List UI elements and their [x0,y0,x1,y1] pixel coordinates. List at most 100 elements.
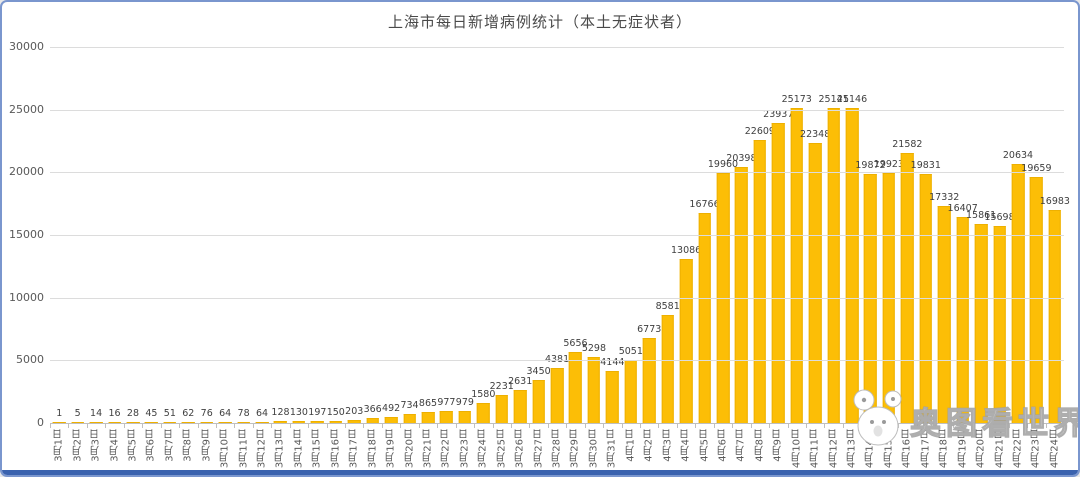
x-axis-label: 3月12日 [256,429,268,469]
x-axis-label: 3月10日 [219,429,231,469]
bottom-accent-bar [2,470,1078,475]
x-axis-label: 4月2日 [643,429,655,462]
x-axis-label: 4月10日 [791,429,803,469]
bar [808,142,822,423]
bar-series: 1 5 14 16 28 45 51 62 76 64 78 64 128 130 197 150 203 366… [50,47,1070,423]
x-axis-tick [474,424,476,428]
x-axis-cell: 4月2日 [640,424,658,474]
bar-value-label: 130 [289,407,308,419]
bar-cell: 2231 [489,47,514,423]
bar [1030,176,1043,423]
x-axis-label: 4月14日 [864,429,876,469]
bar-value-label: 5298 [581,342,606,354]
x-axis-tick [1008,424,1010,428]
bar [753,139,767,423]
x-axis-cell: 3月6日 [142,424,160,474]
bar-cell: 8581 [656,47,680,423]
bar-value-label: 3450 [526,365,551,377]
x-axis-label: 3月21日 [422,429,434,469]
x-axis-label: 4月4日 [680,429,692,462]
bar [974,224,988,423]
bar-cell: 25173 [782,47,812,423]
x-axis-tick [640,424,641,428]
bar-cell: 45 [142,47,160,423]
bar [477,403,490,423]
bar-value-label: 734 [400,399,419,411]
x-axis-tick [566,424,568,428]
bar-cell: 22348 [800,47,830,423]
bar-cell: 197 [308,47,326,423]
bar-value-label: 1 [56,408,63,420]
x-axis-label: 3月23日 [459,429,471,469]
x-axis-cell: 3月1日 [50,424,68,474]
bar-cell: 16766 [689,47,720,423]
bar [956,217,969,423]
bar [126,422,140,423]
x-axis-tick [363,424,365,428]
bar-value-label: 17332 [929,191,960,203]
bar-value-label: 4144 [600,357,625,369]
x-axis-tick [252,424,254,428]
bar-cell: 1580 [471,47,495,423]
x-axis-cell: 4月18日 [935,424,953,474]
x-axis-label: 4月9日 [772,429,784,462]
bar [292,421,306,423]
bar-value-label: 64 [255,408,269,420]
bar-cell: 16 [105,47,123,423]
bar [440,410,453,423]
bar-cell: 3450 [527,47,551,423]
x-axis-cell: 4月5日 [695,424,713,474]
bar-value-label: 16407 [947,203,978,215]
x-axis-label: 4月24日 [1049,429,1061,469]
x-axis-cell: 3月24日 [474,424,492,474]
x-axis-tick [898,424,900,428]
bar-value-label: 15698 [984,212,1015,224]
x-axis-cell: 3月15日 [308,424,326,474]
bar-cell: 19659 [1021,47,1052,423]
bar-value-label: 13086 [670,245,702,256]
x-axis-cell: 4月3日 [658,424,676,474]
x-axis-label: 3月27日 [533,429,545,469]
bar [274,421,287,423]
x-axis-cell: 3月4日 [105,424,123,474]
x-axis-cell: 4月23日 [1027,424,1045,474]
bar-value-label: 5 [74,408,81,420]
bar-value-label: 2231 [489,381,514,393]
x-axis-label: 4月23日 [1030,429,1042,469]
x-axis-label: 3月28日 [551,429,563,469]
x-axis-label: 4月12日 [828,429,840,469]
bar-value-label: 64 [219,408,232,420]
x-axis-tick [861,424,863,428]
bar-value-label: 78 [237,408,250,420]
x-axis-label: 4月13日 [846,429,858,469]
bar [772,123,785,423]
x-axis-tick [842,424,844,428]
x-axis-cell: 3月10日 [215,424,234,474]
x-axis: 3月1日 3月2日 3月3日 3月4日 3月5日 3月6日 3月7日 3月8日 3月9日 3月10… [50,424,1064,474]
x-axis-label: 3月3日 [90,429,102,462]
x-axis-tick [492,424,494,428]
bar-cell: 979 [456,47,474,423]
bar [550,368,564,423]
bar-value-label: 16 [108,408,121,420]
x-axis-tick [971,424,973,428]
bar-value-label: 197 [308,406,327,418]
x-axis-cell: 4月11日 [805,424,824,474]
bar-value-label: 14 [90,408,103,420]
x-axis-label: 3月7日 [164,429,176,462]
x-axis-cell: 4月21日 [990,424,1008,474]
x-axis-label: 4月15日 [883,429,895,469]
x-axis-cell: 3月5日 [123,424,142,474]
x-axis-cell: 4月15日 [879,424,898,474]
bar [901,152,914,423]
x-axis-label: 4月17日 [920,429,932,469]
x-axis-tick [234,424,236,428]
x-axis-tick [105,424,107,428]
y-axis-tick-label: 10000 [9,290,44,304]
x-axis-cell: 3月20日 [400,424,418,474]
bar-value-label: 865 [418,398,438,410]
x-axis-label: 3月1日 [53,429,65,462]
y-axis-tick-label: 25000 [9,102,44,116]
bar-cell: 21582 [892,47,922,423]
bar [108,422,121,423]
